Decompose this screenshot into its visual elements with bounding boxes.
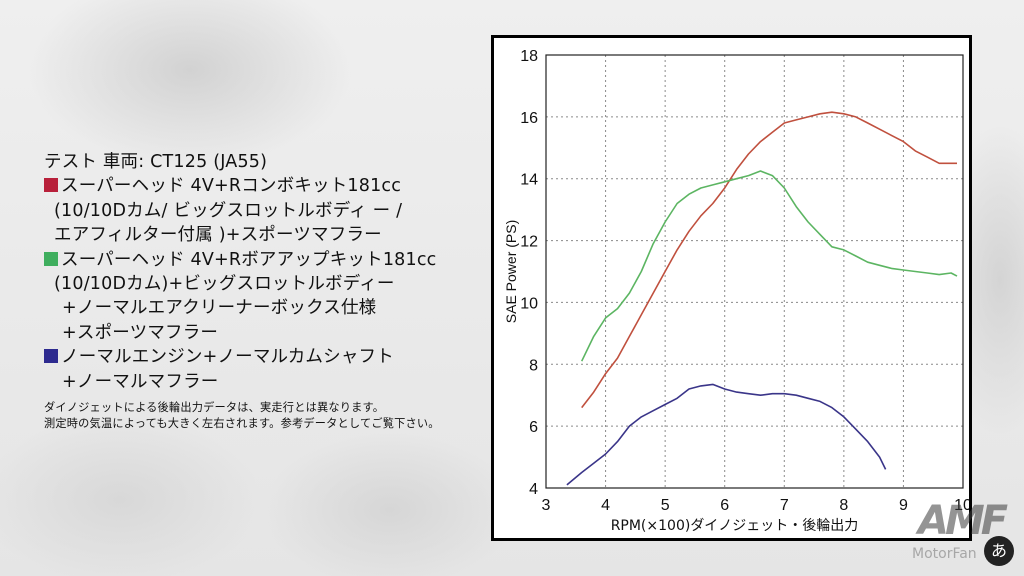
legend-line: スーパーヘッド 4V+Rコンボキット181cc xyxy=(61,176,402,197)
brand-badge-icon: あ xyxy=(984,536,1014,566)
y-tick-label: 18 xyxy=(520,48,538,65)
y-axis-label: SAE Power (PS) xyxy=(503,220,519,323)
x-tick-label: 7 xyxy=(780,497,789,514)
legend-item-boreup-kit: スーパーヘッド 4V+Rボアアップキット181cc xyxy=(44,248,494,272)
green-swatch xyxy=(44,251,58,266)
legend-item-normal-engine: ノーマルエンジン+ノーマルカムシャフト xyxy=(44,345,494,369)
x-tick-label: 9 xyxy=(899,497,908,514)
dyno-chart-frame: 3 4 5 6 7 8 9 10 4 6 8 10 12 14 16 18 RPM(×100)ダイノジェット・後… xyxy=(491,35,972,541)
legend-line: ノーマルエンジン+ノーマルカムシャフト xyxy=(61,347,394,368)
dyno-disclaimer: ダイノジェットによる後輪出力データは、実走行とは異なります。 測定時の気温によっ… xyxy=(44,400,494,432)
y-tick-label: 10 xyxy=(520,295,538,312)
y-tick-label: 14 xyxy=(520,172,538,189)
series-line-3 xyxy=(566,383,887,486)
legend-line: エアフィルター付属 )+スポーツマフラー xyxy=(54,225,382,246)
dyno-chart-panel: 3 4 5 6 7 8 9 10 4 6 8 10 12 14 16 18 RPM(×100)ダイノジェット・後… xyxy=(494,38,969,538)
y-tick-label: 16 xyxy=(520,110,538,127)
x-tick-label: 10 xyxy=(954,497,969,514)
legend-line: (10/10Dカム)+ビッグスロットルボディー xyxy=(54,274,395,295)
legend-line: +スポーツマフラー xyxy=(62,322,219,343)
blue-swatch xyxy=(44,349,58,364)
brand-wordmark: MotorFan xyxy=(912,546,977,562)
brand-watermark: AMF MotorFan あ xyxy=(908,496,1024,576)
y-tick-label: 6 xyxy=(529,419,538,436)
legend-line: スーパーヘッド 4V+Rボアアップキット181cc xyxy=(61,249,437,270)
y-tick-label: 12 xyxy=(520,234,538,251)
series-line-1 xyxy=(581,111,957,409)
x-tick-label: 8 xyxy=(839,497,848,514)
legend-item-combo-kit: スーパーヘッド 4V+Rコンボキット181cc xyxy=(44,174,494,198)
x-tick-label: 6 xyxy=(720,497,729,514)
disclaimer-line: ダイノジェットによる後輪出力データは、実走行とは異なります。 xyxy=(44,401,385,415)
dyno-power-chart: 3 4 5 6 7 8 9 104681012141618RPM(×100)ダイノジェット・後… xyxy=(503,48,969,534)
y-tick-label: 4 xyxy=(529,481,538,498)
red-swatch xyxy=(44,178,58,193)
series-line-2 xyxy=(580,170,958,362)
x-tick-label: 5 xyxy=(661,497,670,514)
x-tick-label: 3 xyxy=(542,497,551,514)
legend-line: +ノーマルマフラー xyxy=(62,371,219,392)
legend-line: (10/10Dカム/ ビッグスロットルボディ ー / xyxy=(54,200,403,221)
disclaimer-line: 測定時の気温によっても大きく左右されます。参考データとしてご覧下さい。 xyxy=(44,417,440,431)
x-tick-label: 4 xyxy=(601,497,610,514)
test-vehicle-label: テスト 車両: CT125 (JA55) xyxy=(44,152,268,172)
legend-line: +ノーマルエアクリーナーボックス仕様 xyxy=(62,298,377,319)
y-tick-label: 8 xyxy=(529,357,538,374)
plot-area-border xyxy=(545,54,964,489)
x-axis-label: RPM(×100)ダイノジェット・後輪出力 xyxy=(611,517,859,534)
legend-panel: テスト 車両: CT125 (JA55) スーパーヘッド 4V+Rコンボキット1… xyxy=(44,150,494,432)
